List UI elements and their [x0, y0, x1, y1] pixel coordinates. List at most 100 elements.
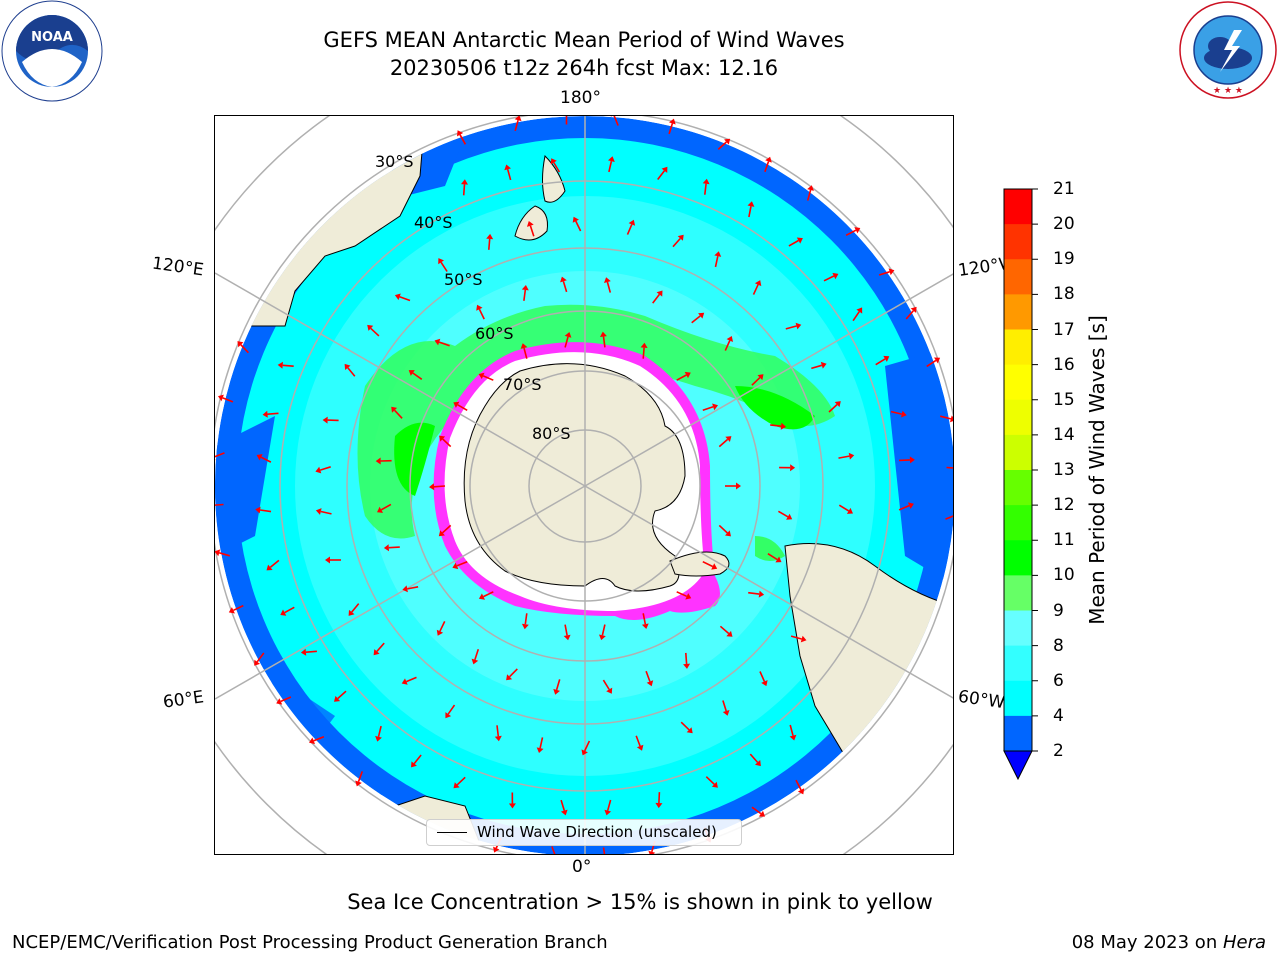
wave-arrow-shaft	[357, 771, 364, 782]
wave-arrow-head	[348, 609, 355, 616]
lon-label-60e: 60°E	[161, 687, 206, 713]
wave-arrow-shaft	[483, 591, 494, 598]
wave-arrow-head	[834, 401, 841, 408]
wave-arrow-head	[724, 138, 731, 145]
footer-credit: NCEP/EMC/Verification Post Processing Pr…	[12, 932, 608, 953]
wave-arrow-head	[237, 341, 244, 348]
colorbar-tick-label: 21	[1053, 179, 1075, 199]
wave-arrow-head	[508, 803, 516, 809]
wave-arrow-head	[309, 737, 315, 745]
wave-arrow-head	[325, 556, 330, 564]
wave-arrow-head	[725, 530, 731, 537]
colorbar-band	[1004, 575, 1032, 611]
wave-arrow-shaft	[652, 293, 661, 304]
wave-arrow-shaft	[215, 452, 225, 458]
wave-arrow-head	[383, 544, 389, 552]
chart-title: GEFS MEAN Antarctic Mean Period of Wind …	[323, 28, 845, 52]
colorbar-band	[1004, 189, 1032, 225]
wave-arrow-shaft	[764, 161, 770, 173]
wave-arrow-shaft	[441, 524, 452, 534]
wave-arrow-shaft	[583, 740, 591, 752]
wave-arrow-shaft	[642, 613, 647, 625]
wave-arrow-shaft	[718, 524, 728, 534]
wave-arrow-head	[780, 422, 787, 430]
wave-arrow-shaft	[672, 237, 681, 248]
wave-arrow-shaft	[613, 116, 619, 126]
wave-arrow-head	[755, 760, 761, 767]
wave-arrow-shaft	[320, 510, 332, 515]
footer-host: Hera	[1222, 932, 1266, 953]
wave-arrow-shaft	[553, 162, 561, 173]
colorbar-band	[1004, 224, 1032, 260]
wave-arrow-head	[560, 809, 568, 816]
wave-arrow-shaft	[945, 515, 953, 520]
lon-label-60w: 60°W	[956, 686, 1007, 714]
wave-arrow-head	[655, 802, 663, 809]
wave-arrow-head	[254, 659, 260, 666]
wave-arrow-shaft	[878, 271, 890, 276]
wave-arrow-shaft	[575, 220, 582, 232]
map-panel	[214, 115, 954, 855]
noaa-logo: NOAA	[1, 0, 103, 102]
wave-arrow-shaft	[685, 652, 688, 664]
lon-label-0: 0°	[572, 857, 592, 877]
wave-arrow-head	[757, 374, 764, 381]
wave-arrow-head	[521, 285, 529, 291]
wave-arrow-head	[640, 342, 648, 348]
wave-arrow-head	[761, 680, 768, 687]
wave-arrow-shaft	[890, 410, 902, 415]
colorbar-band	[1004, 505, 1032, 541]
wave-arrow-shaft	[751, 377, 761, 386]
wave-arrow-head	[807, 185, 814, 191]
graticule	[215, 116, 953, 854]
wave-arrow-shaft	[433, 485, 446, 488]
wave-arrow-head	[950, 415, 953, 423]
wave-arrow-head	[848, 452, 855, 460]
colorbar-band	[1004, 399, 1032, 436]
wave-arrow-head	[373, 649, 380, 656]
wave-arrow-head	[457, 130, 464, 137]
wave-arrow-shaft	[606, 281, 612, 293]
wave-arrow-shaft	[702, 406, 714, 412]
wave-arrow-head	[758, 590, 765, 598]
wave-arrow-head	[726, 630, 733, 637]
colorbar-tick-label: 4	[1053, 705, 1064, 726]
wave-arrow-shaft	[905, 310, 915, 320]
wave-arrow-head	[754, 280, 762, 287]
wave-arrow-shaft	[282, 364, 294, 367]
wave-arrow-head	[712, 403, 718, 411]
wave-arrow-shaft	[926, 359, 937, 368]
wave-arrow-shaft	[564, 624, 568, 636]
wave-arrow-head	[789, 734, 797, 741]
wave-arrow-shaft	[218, 552, 231, 557]
wave-arrow-head	[402, 585, 408, 593]
wave-arrow-head	[888, 268, 895, 276]
wave-arrow-shaft	[838, 455, 850, 459]
wave-arrow-shaft	[704, 183, 707, 195]
wave-arrow-shaft	[280, 696, 292, 703]
colorbar-band	[1004, 680, 1032, 717]
wave-arrow-head	[683, 663, 691, 669]
lat-label-80s: 80°S	[532, 424, 571, 443]
wave-arrow-head	[514, 116, 522, 122]
wave-arrow-shaft	[440, 261, 448, 272]
wave-arrow-shaft	[439, 621, 446, 632]
wave-arrow-shaft	[240, 344, 249, 354]
wave-arrow-head	[436, 629, 444, 636]
wave-arrow-head	[391, 406, 398, 413]
wave-arrow-shaft	[718, 438, 729, 448]
wave-arrow-head	[322, 416, 328, 424]
wave-arrow-shaft	[313, 735, 325, 742]
wave-arrow-shaft	[751, 806, 762, 815]
wave-arrow-head	[411, 761, 417, 768]
wave-arrow-shaft	[259, 509, 272, 513]
wave-arrow-shaft	[496, 725, 500, 737]
colorbar-tick-label: 13	[1053, 460, 1075, 480]
wave-arrow-shaft	[828, 403, 838, 413]
svg-text:★ ★ ★: ★ ★ ★	[1213, 86, 1243, 96]
wave-arrow-head	[726, 336, 733, 342]
wave-arrow-shaft	[602, 336, 606, 348]
wave-arrow-head	[315, 508, 322, 515]
noaa-logo-text: NOAA	[31, 30, 73, 45]
wave-arrow-shaft	[459, 134, 467, 145]
